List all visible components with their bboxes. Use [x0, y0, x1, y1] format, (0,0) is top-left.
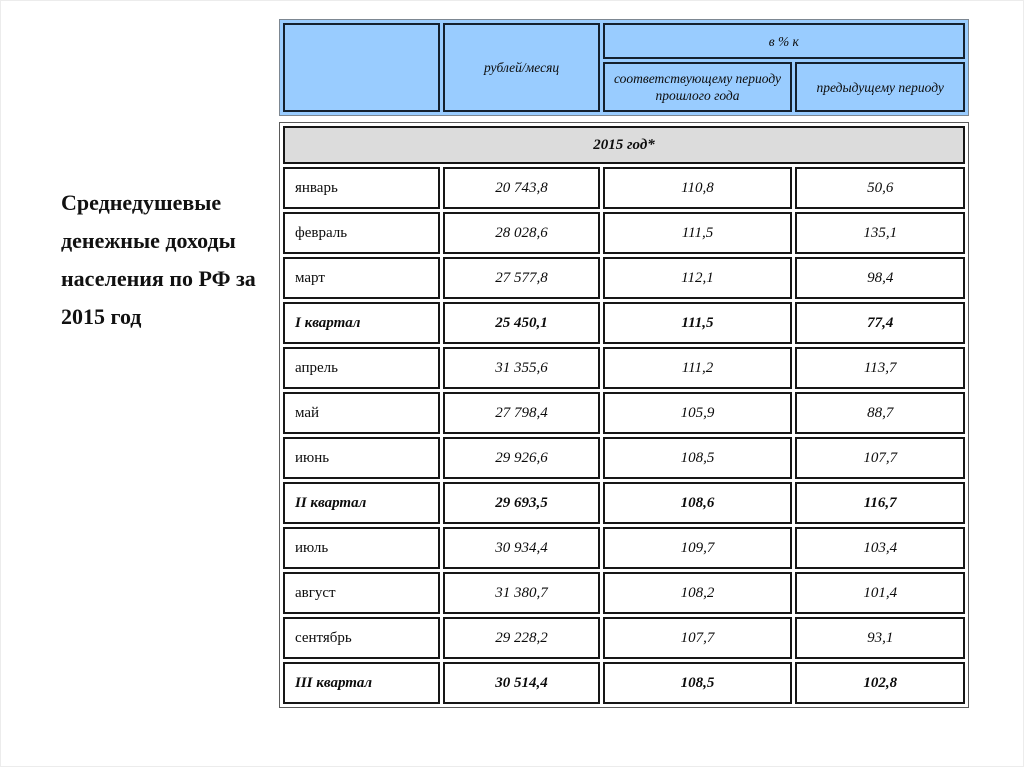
value-pct-prev-period: 77,4 — [795, 302, 965, 344]
header-cell-prev-year-period: соответствующему периоду прошлого года — [602, 62, 793, 112]
row-label: март — [283, 257, 441, 299]
slide-title: Среднедушевые денежные доходы населения … — [61, 190, 256, 329]
value-pct-prev-period: 93,1 — [795, 617, 965, 659]
value-pct-prev-period: 107,7 — [795, 437, 965, 479]
value-rub-per-month: 27 798,4 — [443, 392, 600, 434]
value-rub-per-month: 28 028,6 — [443, 212, 600, 254]
value-pct-prev-year: 112,1 — [602, 257, 793, 299]
value-rub-per-month: 20 743,8 — [443, 167, 600, 209]
header-cell-prev-period: предыдущему периоду — [795, 62, 965, 112]
value-pct-prev-period: 98,4 — [795, 257, 965, 299]
table-row: апрель 31 355,6 111,2 113,7 — [283, 347, 965, 389]
value-pct-prev-year: 109,7 — [602, 527, 793, 569]
value-pct-prev-year: 108,5 — [602, 437, 793, 479]
table-row: май 27 798,4 105,9 88,7 — [283, 392, 965, 434]
value-pct-prev-year: 105,9 — [602, 392, 793, 434]
table-row: июль 30 934,4 109,7 103,4 — [283, 527, 965, 569]
value-rub-per-month: 27 577,8 — [443, 257, 600, 299]
header-cell-percent-to: в % к — [602, 23, 965, 59]
table-row: II квартал 29 693,5 108,6 116,7 — [283, 482, 965, 524]
section-label: 2015 год* — [283, 126, 965, 164]
value-pct-prev-year: 108,5 — [602, 662, 793, 704]
value-pct-prev-year: 111,5 — [602, 212, 793, 254]
row-label: июнь — [283, 437, 441, 479]
row-label: II квартал — [283, 482, 441, 524]
row-label: февраль — [283, 212, 441, 254]
value-rub-per-month: 25 450,1 — [443, 302, 600, 344]
header-cell-rub-per-month: рублей/месяц — [443, 23, 600, 112]
value-pct-prev-period: 113,7 — [795, 347, 965, 389]
value-rub-per-month: 31 355,6 — [443, 347, 600, 389]
row-label: май — [283, 392, 441, 434]
row-label: январь — [283, 167, 441, 209]
table-row: январь 20 743,8 110,8 50,6 — [283, 167, 965, 209]
value-rub-per-month: 29 693,5 — [443, 482, 600, 524]
row-label: I квартал — [283, 302, 441, 344]
header-cell-month — [283, 23, 441, 112]
table-row: февраль 28 028,6 111,5 135,1 — [283, 212, 965, 254]
row-label: сентябрь — [283, 617, 441, 659]
value-pct-prev-year: 111,2 — [602, 347, 793, 389]
table-row: I квартал 25 450,1 111,5 77,4 — [283, 302, 965, 344]
table-row: июнь 29 926,6 108,5 107,7 — [283, 437, 965, 479]
value-pct-prev-period: 88,7 — [795, 392, 965, 434]
value-pct-prev-period: 135,1 — [795, 212, 965, 254]
header-row-top: рублей/месяц в % к — [283, 23, 965, 112]
table-header: рублей/месяц в % к соответствующему пери… — [279, 19, 969, 116]
value-pct-prev-year: 108,2 — [602, 572, 793, 614]
value-pct-prev-year: 110,8 — [602, 167, 793, 209]
table-row: III квартал 30 514,4 108,5 102,8 — [283, 662, 965, 704]
value-pct-prev-year: 111,5 — [602, 302, 793, 344]
table-row: август 31 380,7 108,2 101,4 — [283, 572, 965, 614]
value-pct-prev-year: 107,7 — [602, 617, 793, 659]
table-body-table: 2015 год* январь 20 743,8 110,8 50,6 февраль… — [279, 122, 969, 708]
value-rub-per-month: 30 514,4 — [443, 662, 600, 704]
income-table: рублей/месяц в % к соответствующему пери… — [279, 19, 969, 708]
value-rub-per-month: 29 228,2 — [443, 617, 600, 659]
value-rub-per-month: 29 926,6 — [443, 437, 600, 479]
row-label: июль — [283, 527, 441, 569]
row-label: апрель — [283, 347, 441, 389]
value-rub-per-month: 31 380,7 — [443, 572, 600, 614]
table-body: 2015 год* январь 20 743,8 110,8 50,6 февраль… — [283, 126, 965, 704]
value-pct-prev-year: 108,6 — [602, 482, 793, 524]
table-row: март 27 577,8 112,1 98,4 — [283, 257, 965, 299]
table-row: сентябрь 29 228,2 107,7 93,1 — [283, 617, 965, 659]
value-pct-prev-period: 102,8 — [795, 662, 965, 704]
row-label: август — [283, 572, 441, 614]
header-row-sub: соответствующему периоду прошлого года п… — [283, 62, 965, 112]
value-pct-prev-period: 116,7 — [795, 482, 965, 524]
value-rub-per-month: 30 934,4 — [443, 527, 600, 569]
value-pct-prev-period: 50,6 — [795, 167, 965, 209]
value-pct-prev-period: 103,4 — [795, 527, 965, 569]
row-label: III квартал — [283, 662, 441, 704]
section-row: 2015 год* — [283, 126, 965, 164]
value-pct-prev-period: 101,4 — [795, 572, 965, 614]
